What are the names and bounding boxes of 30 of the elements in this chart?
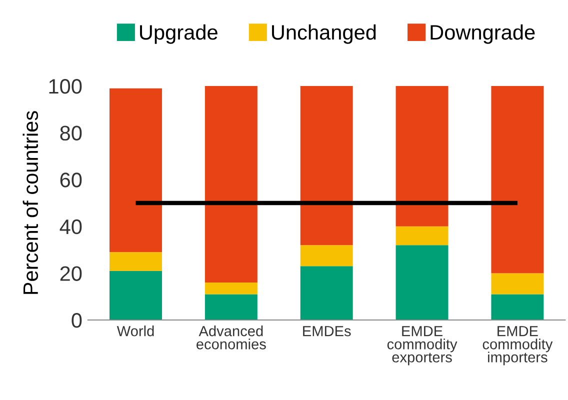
- bar: [110, 270, 162, 320]
- bar: [300, 86, 353, 246]
- x-tick-label: EMDEs: [303, 326, 351, 336]
- bar: [300, 266, 353, 320]
- x-tick-label: World: [116, 326, 154, 336]
- bar: [396, 86, 448, 226]
- y-tick-label: 100: [49, 79, 82, 94]
- x-tick-label: EMDE commodity importers: [482, 326, 553, 366]
- bar: [300, 245, 353, 266]
- y-tick-label: 40: [60, 219, 82, 234]
- bar: [204, 86, 258, 283]
- x-tick-label: EMDE commodity exporters: [387, 326, 458, 366]
- bar: [491, 294, 544, 320]
- bar: [491, 273, 544, 294]
- bar: [396, 226, 448, 246]
- legend-label: Unchanged: [272, 24, 376, 44]
- bar: [110, 252, 162, 271]
- x-tick-label: Advanced economies: [196, 326, 266, 350]
- y-tick-label: 60: [60, 172, 82, 188]
- y-tick-label: 20: [60, 266, 82, 281]
- bar: [110, 88, 162, 252]
- bar: [396, 245, 448, 320]
- legend-label: Downgrade: [430, 24, 535, 44]
- bar: [204, 282, 258, 294]
- bar: [491, 86, 544, 274]
- y-tick-label: 80: [60, 126, 82, 141]
- legend-label: Upgrade: [140, 24, 218, 44]
- bar: [204, 294, 258, 320]
- y-tick-label: 0: [72, 313, 82, 328]
- y-axis-title: Percent of countries: [22, 111, 38, 294]
